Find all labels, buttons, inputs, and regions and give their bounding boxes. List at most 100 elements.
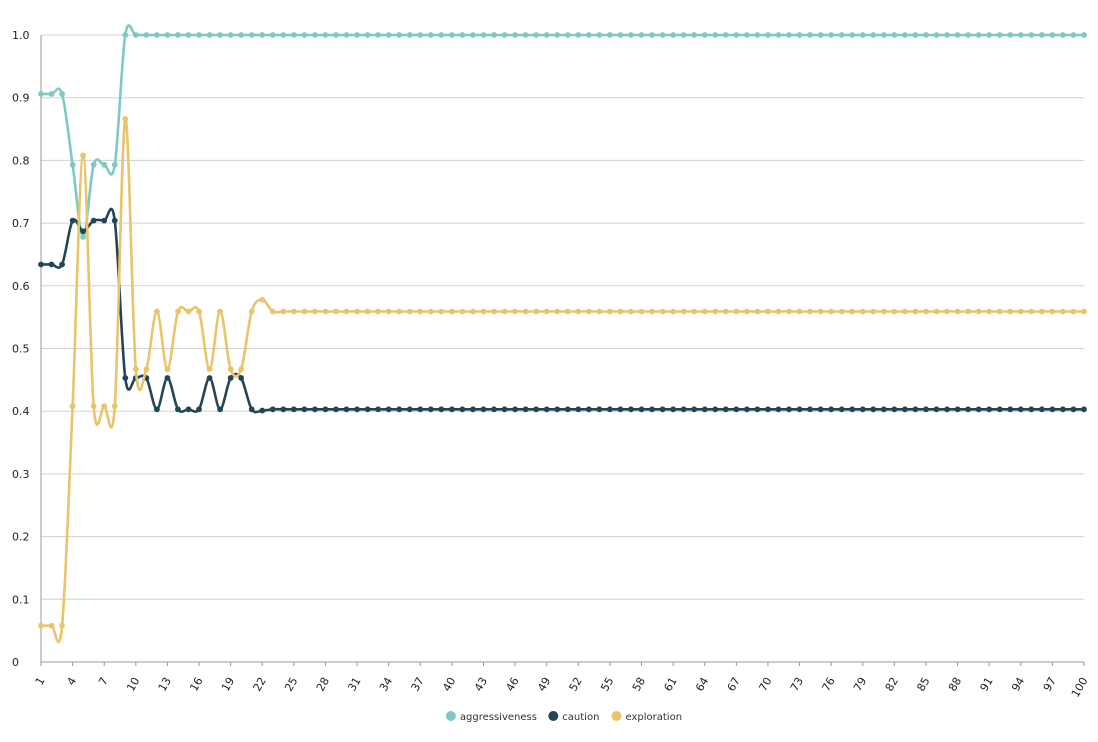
data-point — [733, 308, 740, 315]
data-point — [859, 406, 866, 413]
x-tick-label: 94 — [1009, 675, 1027, 694]
data-point — [1017, 406, 1024, 413]
x-tick-label: 61 — [661, 675, 679, 694]
data-point — [585, 32, 592, 38]
data-point — [1028, 32, 1035, 38]
data-point — [522, 32, 529, 38]
data-point — [965, 32, 972, 38]
data-point — [38, 622, 44, 629]
data-point — [153, 308, 160, 315]
x-tick-label: 22 — [251, 675, 269, 694]
data-point — [69, 217, 76, 224]
data-point — [670, 32, 677, 38]
x-tick-label: 82 — [883, 675, 901, 694]
data-point — [585, 308, 592, 315]
data-point — [828, 32, 835, 38]
x-tick-label: 70 — [756, 675, 774, 694]
x-tick-label: 88 — [946, 675, 964, 694]
data-point — [269, 32, 276, 38]
x-axis-tick-labels: 1 4 7 10 13 16 19 22 25 28 31 34 37 40 43 46 49 52 55 58 61 6… — [33, 675, 1091, 700]
data-point — [259, 32, 266, 38]
data-point — [944, 32, 950, 38]
data-point — [722, 32, 729, 38]
data-point — [954, 406, 961, 413]
x-tick-label: 58 — [630, 675, 648, 694]
data-point — [554, 406, 561, 413]
data-point — [491, 406, 497, 413]
data-point — [427, 406, 434, 413]
data-point — [923, 32, 929, 38]
data-point — [743, 308, 750, 315]
data-point — [227, 375, 234, 381]
data-point — [406, 308, 413, 315]
legend-item-exploration[interactable]: exploration — [611, 711, 683, 723]
x-tick-label: 19 — [219, 675, 237, 694]
data-point — [448, 32, 455, 38]
data-point — [796, 308, 803, 315]
data-point — [701, 32, 708, 38]
data-point — [290, 32, 297, 38]
data-point — [269, 308, 276, 315]
data-point — [754, 32, 761, 38]
data-point — [406, 406, 413, 413]
data-point — [564, 308, 571, 315]
data-point — [628, 308, 634, 315]
legend-item-caution[interactable]: caution — [548, 711, 599, 723]
data-point — [880, 32, 887, 38]
data-point — [1017, 308, 1024, 315]
data-point — [944, 406, 950, 413]
data-point — [80, 152, 87, 159]
data-point — [807, 406, 813, 413]
data-point — [375, 406, 382, 413]
x-tick-label: 34 — [377, 675, 395, 694]
data-point — [280, 32, 287, 38]
data-point — [638, 406, 645, 413]
data-point — [975, 32, 982, 38]
data-point — [596, 308, 603, 315]
series-caution — [38, 207, 1087, 414]
data-point — [248, 308, 255, 315]
x-tick-label: 37 — [409, 675, 427, 694]
data-point — [712, 308, 719, 315]
data-point — [533, 32, 540, 38]
data-point — [691, 32, 698, 38]
data-point — [269, 406, 276, 413]
data-point — [585, 406, 592, 413]
data-point — [333, 406, 339, 413]
data-point — [280, 406, 287, 413]
data-point — [923, 308, 929, 315]
data-point — [786, 32, 792, 38]
data-point — [817, 406, 824, 413]
data-point — [206, 366, 213, 373]
data-point — [385, 32, 392, 38]
data-point — [1070, 406, 1077, 413]
data-point — [290, 308, 297, 315]
data-point — [375, 308, 382, 315]
data-point — [364, 32, 371, 38]
x-tick-label: 31 — [345, 675, 363, 694]
data-point — [859, 308, 866, 315]
data-point — [512, 406, 518, 413]
data-point — [280, 308, 287, 315]
data-point — [880, 308, 887, 315]
data-point — [175, 308, 181, 315]
legend-swatch — [445, 711, 456, 721]
data-point — [301, 406, 308, 413]
data-point — [111, 161, 118, 168]
data-point — [196, 32, 202, 38]
data-point — [533, 406, 540, 413]
data-point — [965, 308, 972, 315]
data-point — [870, 308, 877, 315]
legend-item-aggressiveness[interactable]: aggressiveness — [445, 711, 537, 723]
data-point — [375, 32, 382, 38]
data-point — [248, 32, 255, 38]
data-point — [659, 32, 666, 38]
data-point — [996, 406, 1003, 413]
data-point — [722, 406, 729, 413]
data-point — [1049, 406, 1056, 413]
legend: aggressiveness caution exploration — [445, 711, 683, 723]
y-tick-label: 0.3 — [12, 468, 30, 481]
data-point — [164, 32, 171, 38]
data-point — [301, 308, 308, 315]
data-point — [491, 32, 497, 38]
